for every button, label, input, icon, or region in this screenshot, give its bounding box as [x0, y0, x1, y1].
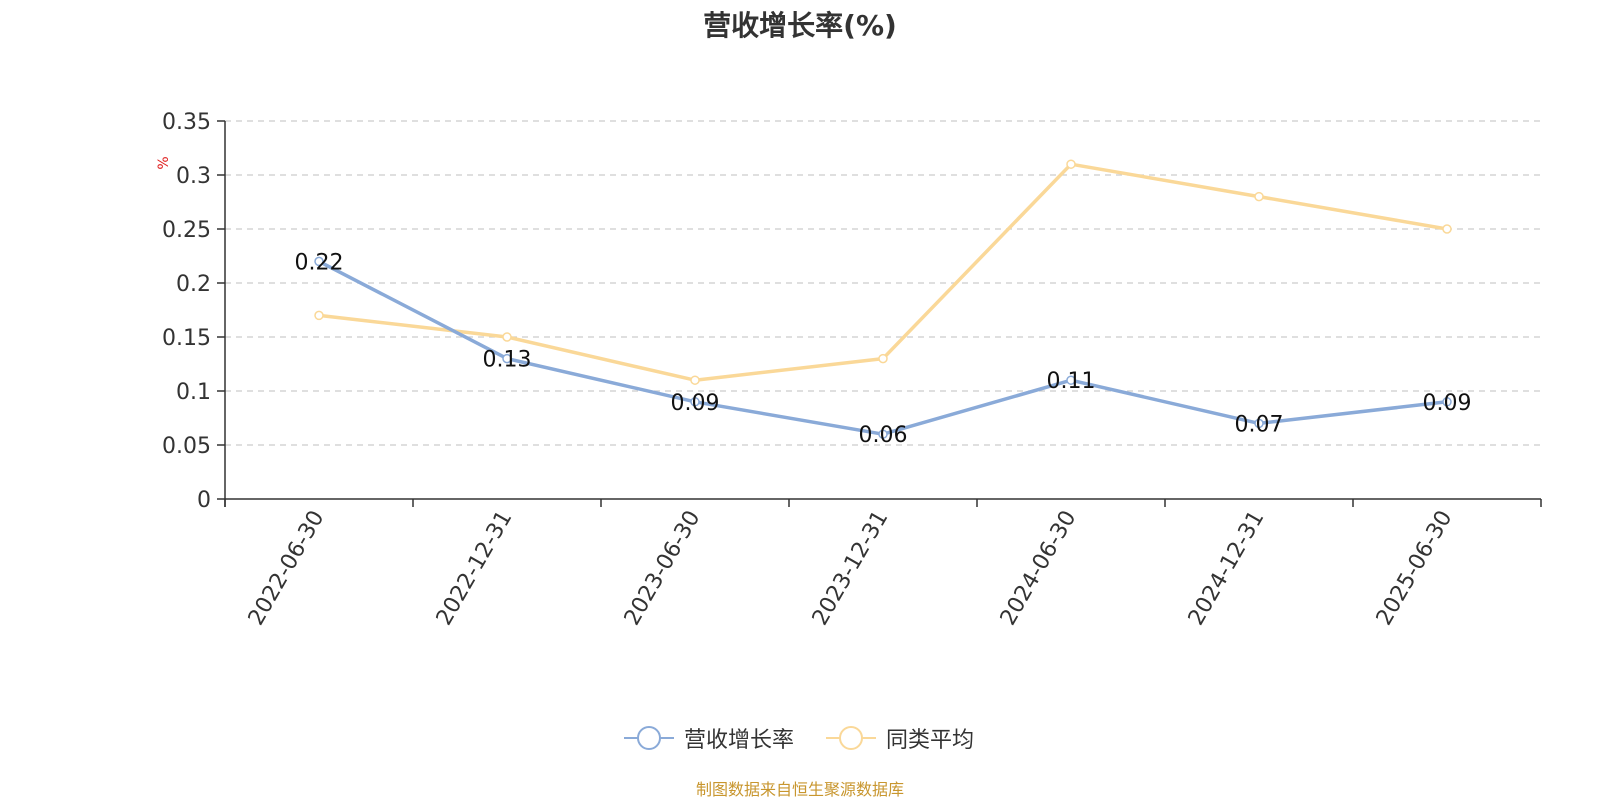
y-tick-label: 0.35 — [162, 110, 211, 135]
legend-marker-peer-average-icon — [826, 726, 876, 750]
x-tick-label: 2022-12-31 — [432, 507, 518, 630]
chart-title: 营收增长率(%) — [703, 9, 897, 42]
legend-item-revenue-growth[interactable]: 营收增长率 — [624, 722, 794, 754]
data-point-revenue-growth — [1442, 397, 1452, 407]
data-label: 0.07 — [1235, 412, 1284, 437]
grid-lines — [225, 120, 1541, 446]
y-tick-label: 0.05 — [162, 434, 211, 459]
y-tick-label: 0.1 — [176, 380, 211, 405]
data-label: 0.09 — [671, 391, 720, 416]
x-tick-label: 2023-12-31 — [808, 507, 894, 630]
x-tick-label: 2022-06-30 — [244, 507, 330, 630]
y-axis-unit-label: % — [156, 156, 172, 169]
x-tick-label: 2024-06-30 — [996, 507, 1082, 630]
data-label: 0.11 — [1047, 369, 1096, 394]
data-point-revenue-growth — [1254, 418, 1264, 429]
x-tick-label: 2025-06-30 — [1372, 507, 1458, 630]
data-point-peer-average — [690, 375, 700, 385]
data-point-peer-average — [1442, 224, 1452, 234]
legend-item-peer-average[interactable]: 同类平均 — [826, 722, 974, 754]
y-tick-label: 0.2 — [176, 272, 211, 297]
data-point-revenue-growth — [1066, 375, 1076, 385]
data-point-revenue-growth — [690, 397, 700, 407]
y-tick-label: 0.3 — [176, 164, 211, 189]
y-tick-label: 0.25 — [162, 218, 211, 243]
data-point-peer-average — [502, 332, 512, 342]
legend-marker-revenue-growth-icon — [624, 726, 674, 750]
source-note: 制图数据来自恒生聚源数据库 — [695, 780, 904, 799]
series-lines — [314, 159, 1452, 439]
data-label: 0.22 — [295, 250, 344, 275]
data-point-peer-average — [314, 310, 324, 321]
data-point-peer-average — [878, 353, 888, 364]
data-point-peer-average — [1066, 159, 1076, 169]
axes: 0 0.05 0.1 0.15 0.2 0.25 0.3 0.35 2022-06-30 2022… — [162, 110, 1542, 630]
data-label: 0.13 — [483, 348, 532, 373]
y-tick-label: 0 — [197, 488, 211, 513]
legend-label-revenue-growth: 营收增长率 — [684, 728, 795, 753]
data-label: 0.09 — [1423, 391, 1472, 416]
data-point-peer-average — [1254, 191, 1264, 202]
x-tick-label: 2023-06-30 — [620, 507, 706, 630]
legend-label-peer-average: 同类平均 — [886, 728, 975, 753]
data-point-revenue-growth — [502, 353, 512, 364]
data-point-revenue-growth — [314, 256, 324, 267]
x-tick-label: 2024-12-31 — [1184, 507, 1270, 630]
data-point-revenue-growth — [878, 429, 888, 439]
y-tick-label: 0.15 — [162, 326, 211, 351]
data-label: 0.06 — [859, 423, 908, 448]
data-labels: 0.22 0.13 0.09 0.06 0.11 0.07 0.09 — [295, 250, 1472, 448]
